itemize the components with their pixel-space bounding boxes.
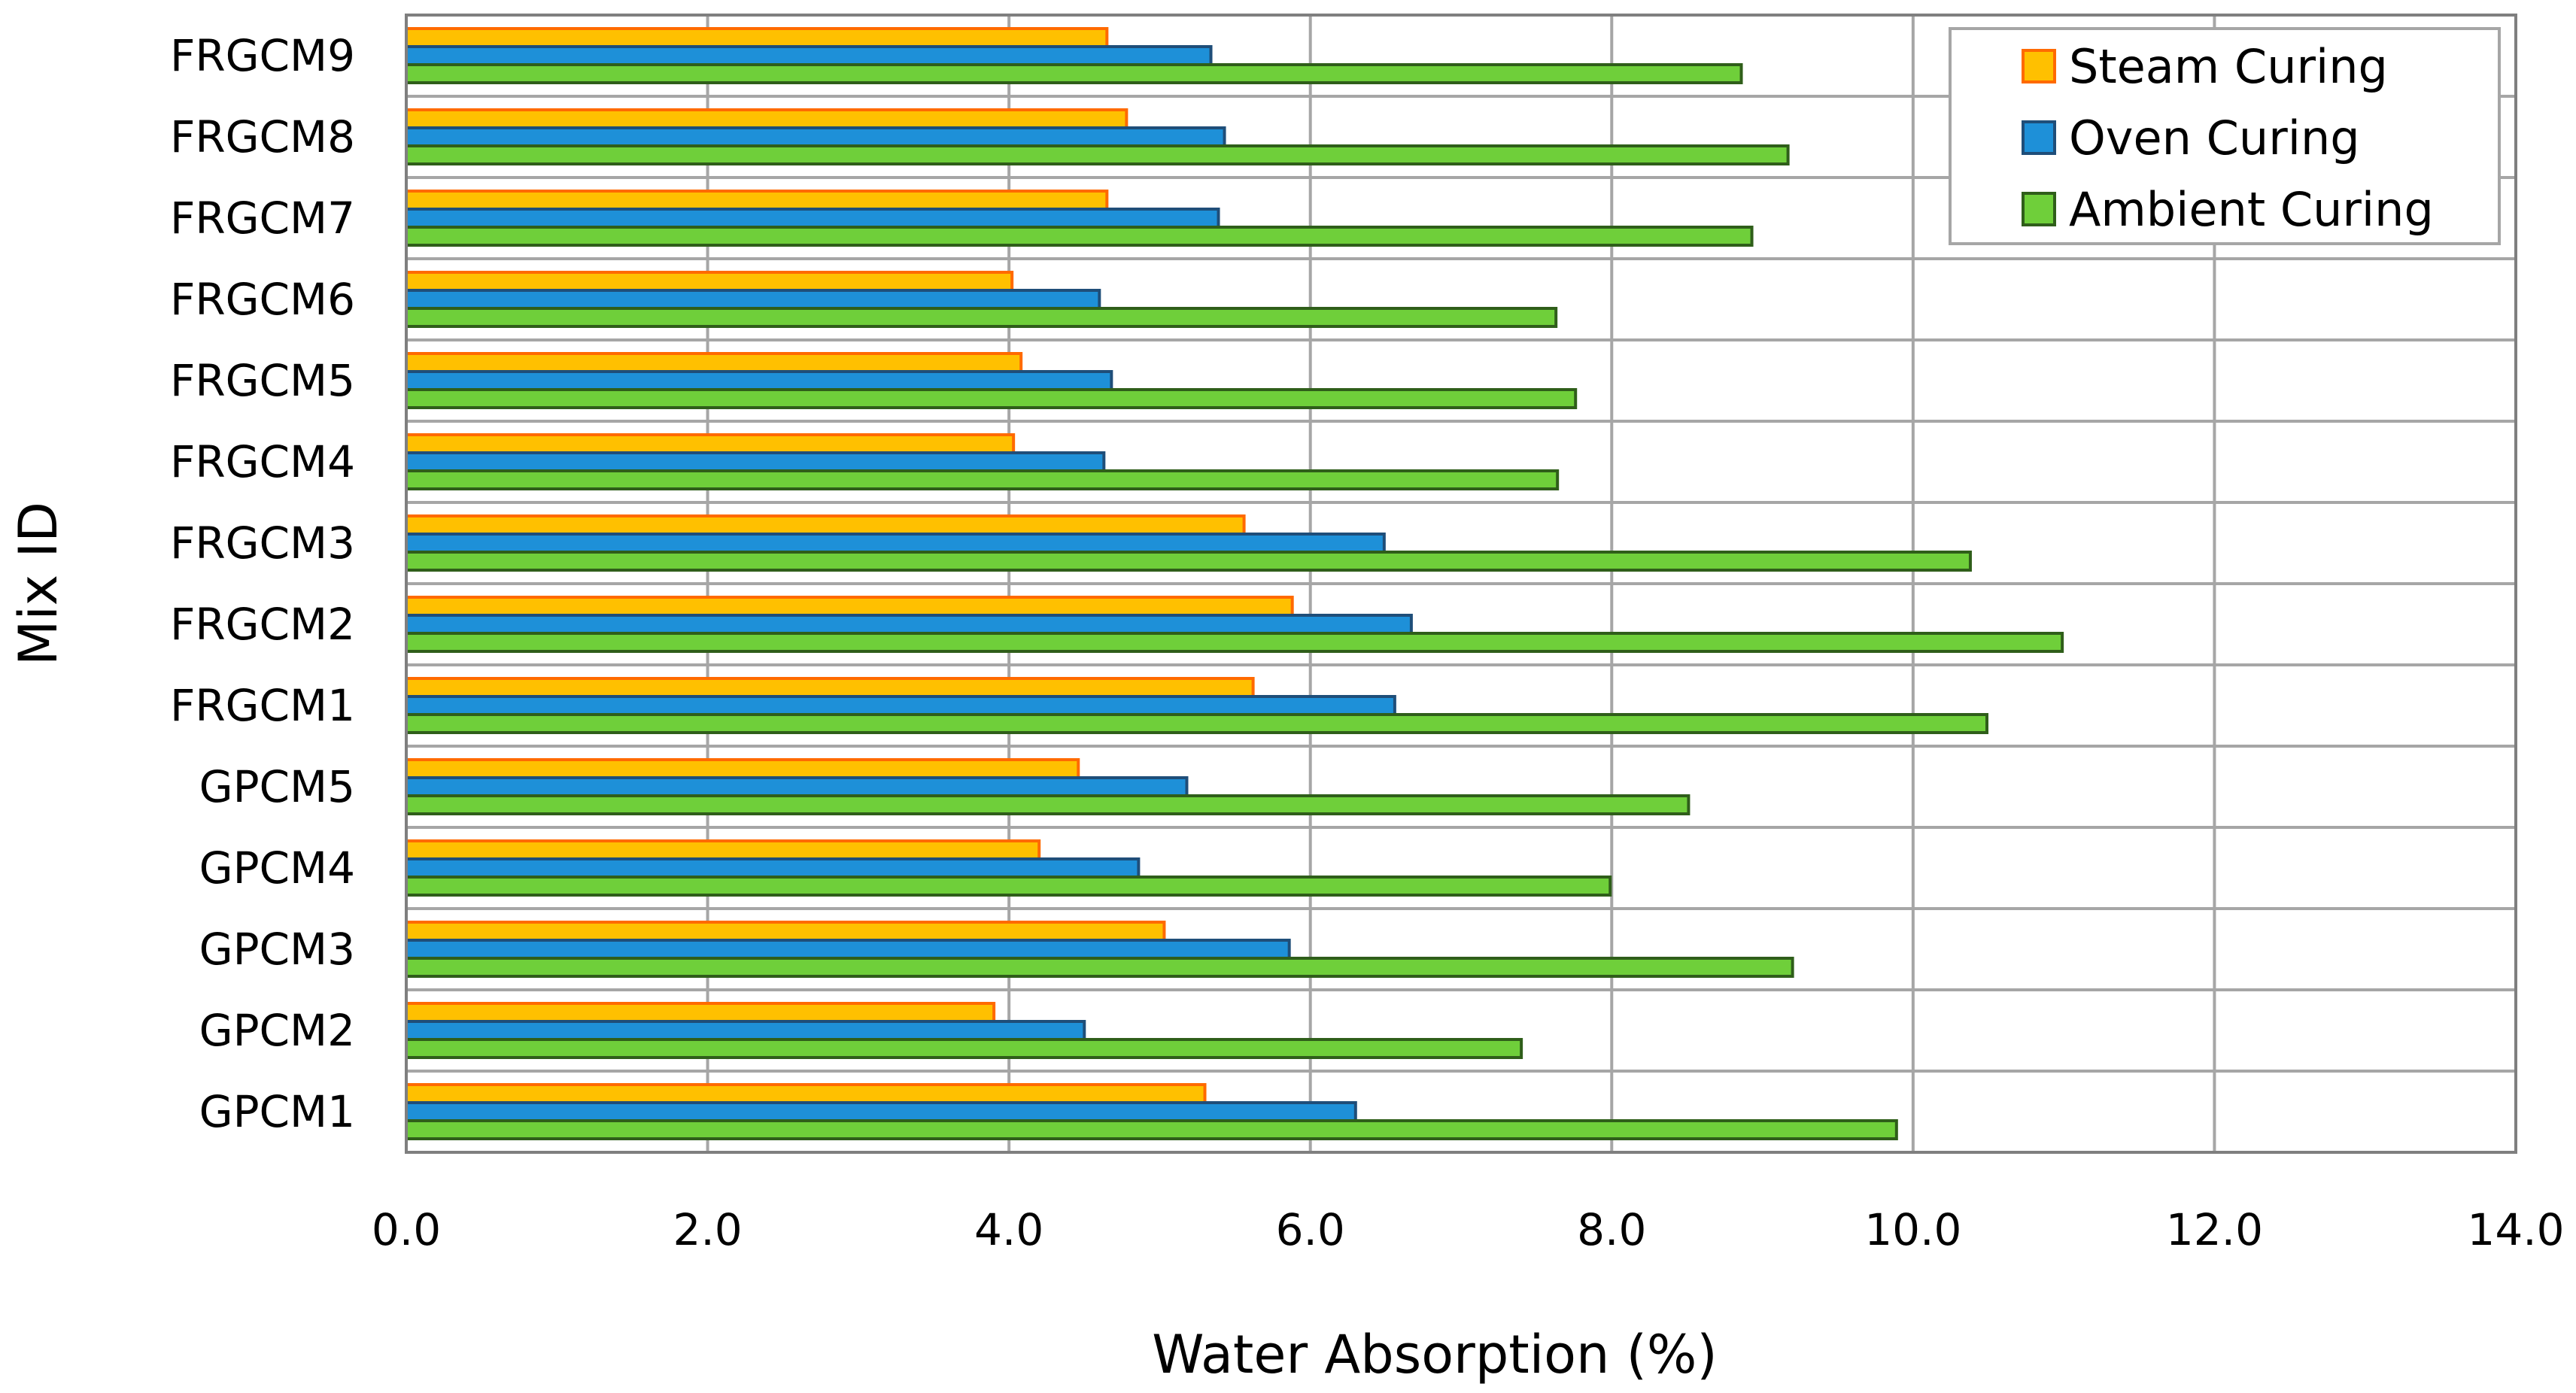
legend-label: Oven Curing bbox=[2069, 111, 2360, 165]
y-tick-labels: GPCM1 GPCM2 GPCM3 GPCM4 GPCM5 FRGCM1 FRGCM2 FRG… bbox=[170, 30, 355, 1137]
y-axis-title: Mix ID bbox=[8, 502, 69, 666]
bar-steam-curing-gpcm3 bbox=[405, 921, 1166, 942]
bar-steam-curing-gpcm5 bbox=[405, 758, 1080, 779]
bar-steam-curing-frgcm2 bbox=[405, 596, 1294, 617]
y-tick-label: FRGCM2 bbox=[170, 599, 355, 650]
bar-steam-curing-gpcm4 bbox=[405, 839, 1041, 860]
bar-ambient-curing-frgcm3 bbox=[405, 551, 1972, 572]
bar-oven-curing-frgcm2 bbox=[405, 614, 1413, 635]
bars bbox=[405, 27, 2064, 1140]
bar-ambient-curing-frgcm6 bbox=[405, 307, 1558, 328]
y-tick-label: GPCM4 bbox=[199, 842, 355, 894]
bar-steam-curing-frgcm7 bbox=[405, 190, 1109, 211]
bar-oven-curing-frgcm1 bbox=[405, 695, 1396, 716]
bar-ambient-curing-frgcm2 bbox=[405, 632, 2064, 653]
y-tick-label: GPCM2 bbox=[199, 1005, 355, 1056]
x-tick-label: 12.0 bbox=[2166, 1204, 2263, 1255]
bar-ambient-curing-frgcm1 bbox=[405, 713, 1988, 734]
x-tick-label: 4.0 bbox=[974, 1204, 1043, 1255]
bar-ambient-curing-frgcm8 bbox=[405, 144, 1790, 165]
bar-oven-curing-frgcm5 bbox=[405, 370, 1113, 391]
legend-label: Steam Curing bbox=[2069, 39, 2388, 94]
bar-ambient-curing-frgcm5 bbox=[405, 388, 1578, 409]
bar-oven-curing-gpcm2 bbox=[405, 1020, 1086, 1041]
legend-swatch bbox=[2022, 192, 2056, 226]
y-tick-label: GPCM5 bbox=[199, 761, 355, 812]
y-tick-label: FRGCM1 bbox=[170, 680, 355, 731]
bar-ambient-curing-gpcm3 bbox=[405, 957, 1794, 978]
bar-oven-curing-gpcm1 bbox=[405, 1101, 1357, 1122]
legend: Steam Curing Oven Curing Ambient Curing bbox=[1949, 27, 2501, 245]
y-tick-label: FRGCM5 bbox=[170, 355, 355, 406]
y-tick-label: FRGCM6 bbox=[170, 274, 355, 325]
bar-oven-curing-gpcm3 bbox=[405, 939, 1291, 960]
x-tick-label: 2.0 bbox=[673, 1204, 742, 1255]
bar-steam-curing-frgcm6 bbox=[405, 271, 1014, 292]
legend-label: Ambient Curing bbox=[2069, 182, 2434, 237]
y-tick-label: GPCM1 bbox=[199, 1086, 355, 1137]
bar-steam-curing-frgcm9 bbox=[405, 27, 1109, 48]
bar-ambient-curing-frgcm7 bbox=[405, 226, 1754, 247]
bar-steam-curing-gpcm2 bbox=[405, 1002, 996, 1023]
bar-steam-curing-frgcm3 bbox=[405, 514, 1246, 536]
x-tick-labels: 0.0 2.0 4.0 6.0 8.0 10.0 12.0 14.0 bbox=[372, 1204, 2565, 1255]
bar-steam-curing-frgcm1 bbox=[405, 677, 1255, 698]
y-tick-label: FRGCM8 bbox=[170, 111, 355, 162]
plot-area-frame bbox=[405, 14, 2517, 1154]
bar-oven-curing-frgcm7 bbox=[405, 208, 1220, 229]
y-tick-label: GPCM3 bbox=[199, 924, 355, 975]
y-tick-label: FRGCM9 bbox=[170, 30, 355, 81]
x-tick-label: 14.0 bbox=[2467, 1204, 2564, 1255]
bar-steam-curing-frgcm4 bbox=[405, 433, 1016, 454]
x-tick-label: 0.0 bbox=[372, 1204, 441, 1255]
x-tick-label: 8.0 bbox=[1577, 1204, 1646, 1255]
bar-steam-curing-frgcm8 bbox=[405, 108, 1129, 129]
bar-ambient-curing-frgcm9 bbox=[405, 63, 1743, 84]
bar-ambient-curing-gpcm1 bbox=[405, 1119, 1898, 1140]
bar-oven-curing-gpcm5 bbox=[405, 776, 1189, 797]
bar-ambient-curing-gpcm4 bbox=[405, 876, 1612, 897]
bar-steam-curing-frgcm5 bbox=[405, 352, 1023, 373]
bar-oven-curing-frgcm3 bbox=[405, 533, 1386, 554]
bar-oven-curing-frgcm8 bbox=[405, 126, 1226, 147]
x-tick-label: 10.0 bbox=[1864, 1204, 1961, 1255]
y-tick-label: FRGCM7 bbox=[170, 193, 355, 244]
x-axis-title: Water Absorption (%) bbox=[1152, 1324, 1717, 1385]
bar-ambient-curing-gpcm2 bbox=[405, 1038, 1523, 1059]
bar-oven-curing-frgcm4 bbox=[405, 451, 1106, 472]
bar-oven-curing-gpcm4 bbox=[405, 857, 1141, 879]
bar-ambient-curing-frgcm4 bbox=[405, 469, 1560, 490]
bar-steam-curing-gpcm1 bbox=[405, 1083, 1207, 1104]
x-tick-label: 6.0 bbox=[1276, 1204, 1345, 1255]
bar-oven-curing-frgcm6 bbox=[405, 289, 1101, 310]
bar-oven-curing-frgcm9 bbox=[405, 45, 1213, 66]
legend-swatch bbox=[2022, 120, 2056, 155]
bar-ambient-curing-gpcm5 bbox=[405, 794, 1690, 815]
y-tick-label: FRGCM4 bbox=[170, 436, 355, 487]
y-tick-label: FRGCM3 bbox=[170, 517, 355, 569]
legend-swatch bbox=[2022, 49, 2056, 83]
